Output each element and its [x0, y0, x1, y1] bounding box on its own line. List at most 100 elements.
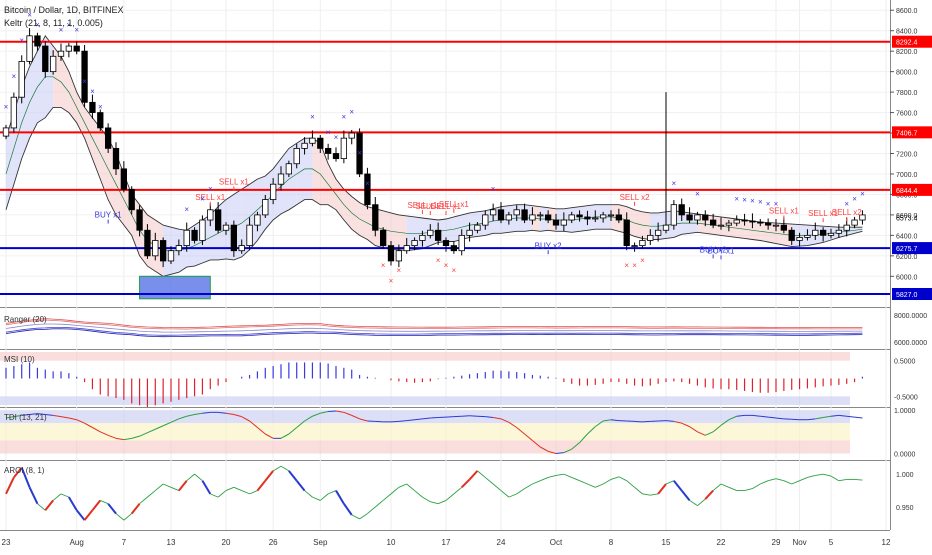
x-marker: × [640, 256, 645, 265]
aroi-line-segment [517, 489, 525, 494]
aroi-line-segment [273, 466, 281, 471]
candle-body [844, 225, 850, 230]
candle-body [137, 210, 143, 230]
candle-body [255, 215, 261, 225]
candle-body [263, 200, 269, 215]
x-marker: × [365, 179, 370, 188]
x-tick-label: 5 [829, 538, 834, 547]
candle-body [145, 230, 151, 256]
y-tick-label: 8000.0000 [894, 313, 927, 320]
candle-body [318, 138, 324, 148]
x-tick-label: 26 [269, 538, 278, 547]
candle-body [852, 220, 858, 225]
candle-body [624, 220, 630, 246]
candle-body [585, 217, 591, 219]
x-marker: × [4, 102, 9, 111]
candle-body [200, 220, 206, 240]
candle-body [797, 237, 803, 240]
x-tick-label: 8 [609, 538, 614, 547]
aroi-line-segment [320, 494, 328, 501]
candle-body [545, 215, 551, 220]
x-tick-label: 12 [882, 538, 891, 547]
x-marker: × [19, 36, 24, 45]
candle-body [443, 240, 449, 245]
level-label: 6275.7 [896, 246, 918, 253]
aroi-line-segment [108, 504, 116, 514]
candle-body [420, 235, 426, 240]
candle-body [435, 230, 441, 240]
x-marker: × [389, 276, 394, 285]
x-marker: × [774, 200, 779, 209]
aroi-line-segment [415, 491, 423, 498]
signal-label: BUY x1 [95, 211, 123, 220]
candle-body [703, 215, 709, 220]
candle-body [215, 210, 221, 230]
ranger-band [6, 320, 862, 329]
tdi-mid-band [0, 423, 850, 440]
aroi-line-segment [305, 491, 313, 498]
x-tick-label: Aug [70, 538, 84, 547]
aroi-line-segment [116, 514, 124, 521]
candle-body [451, 246, 457, 251]
x-tick-label: 23 [2, 538, 11, 547]
aroi-line-segment [202, 481, 210, 494]
aroi-line-segment [242, 491, 250, 494]
candle-body [679, 205, 685, 215]
aroi-line-segment [187, 474, 195, 481]
y-tick-label: 0.0000 [894, 452, 916, 459]
aroi-line-segment [705, 491, 713, 500]
aroi-line-segment [556, 474, 564, 475]
candle-body [129, 189, 135, 209]
candle-body [380, 230, 386, 245]
ranger-band [6, 329, 862, 337]
candle-body [593, 218, 599, 219]
aroi-line-segment [729, 487, 737, 490]
candle-body [333, 154, 339, 159]
candle-body [58, 51, 64, 56]
candle-body [514, 210, 520, 215]
x-tick-label: 13 [167, 538, 176, 547]
candle-body [538, 215, 544, 216]
aroi-line-segment [690, 500, 698, 505]
y-tick-label: 7200.0 [896, 152, 918, 159]
candle-body [640, 240, 646, 245]
aroi-line-segment [391, 487, 399, 494]
candle-body [710, 220, 716, 225]
aroi-line-segment [540, 477, 548, 480]
aroi-line-segment [462, 479, 470, 487]
x-marker: × [397, 266, 402, 275]
aroi-line-segment [407, 484, 415, 491]
x-marker: × [200, 195, 205, 204]
aroi-line-segment [438, 500, 446, 503]
aroi-line-segment [501, 491, 509, 498]
aroi-line-segment [454, 487, 462, 494]
aroi-line-segment [61, 494, 69, 497]
ranger-band [6, 319, 862, 328]
aroi-line-segment [234, 487, 242, 490]
x-tick-label: 10 [387, 538, 396, 547]
candle-body [325, 148, 331, 153]
aroi-line-segment [815, 474, 823, 475]
candle-body [663, 225, 669, 230]
candle-body [632, 246, 638, 247]
signal-label: SELL x1 [219, 177, 249, 186]
candle-body [781, 225, 787, 230]
x-marker: × [860, 189, 865, 198]
y-tick-label: 7800.0 [896, 90, 918, 97]
signal-label: SELL x2 [832, 208, 862, 217]
aroi-line-segment [642, 494, 650, 495]
x-marker: × [90, 87, 95, 96]
x-marker: × [734, 195, 739, 204]
candle-body [561, 220, 567, 225]
ranger-band [6, 324, 862, 332]
chart-subtitle: Keltr (21, 8, 11, 1, 0.005) [4, 18, 103, 28]
aroi-line-segment [344, 504, 352, 515]
x-marker: × [334, 133, 339, 142]
aroi-line-segment [572, 477, 580, 480]
candle-body [373, 205, 379, 231]
aroi-line-segment [807, 475, 815, 477]
x-marker: × [342, 113, 347, 122]
aroi-line-segment [92, 500, 100, 510]
level-label: 5827.0 [896, 292, 918, 299]
aroi-line-segment [831, 476, 839, 481]
